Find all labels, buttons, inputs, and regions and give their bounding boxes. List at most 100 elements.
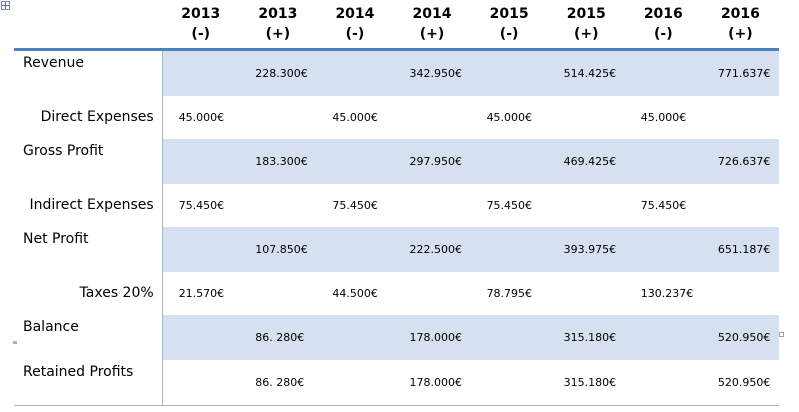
table-cell[interactable]: 107.850€ <box>239 227 317 272</box>
table-row-taxes: Taxes 20% 21.570€ 44.500€ 78.795€ 130.23… <box>14 272 779 315</box>
table-cell[interactable] <box>624 315 702 360</box>
column-header: 2016 (+) <box>701 0 779 51</box>
table-cell[interactable] <box>393 96 470 139</box>
table-cell[interactable] <box>624 360 702 406</box>
row-label[interactable]: Direct Expenses <box>14 96 163 139</box>
row-label[interactable]: Indirect Expenses <box>14 184 163 227</box>
table-cell[interactable]: 45.000€ <box>332 111 378 124</box>
table-row-balance: Balance 86. 280€ 178.000€ 315.180€ 520.9… <box>14 315 779 360</box>
column-year: 2014 <box>412 6 452 22</box>
table-cell[interactable] <box>393 184 470 227</box>
column-header: 2013 (+) <box>239 0 317 51</box>
table-cell[interactable]: 86. 280€ <box>239 360 317 406</box>
row-label[interactable]: Balance <box>14 315 163 360</box>
row-label[interactable]: Taxes 20% <box>14 272 163 315</box>
table-cell[interactable] <box>624 49 702 96</box>
column-sign: (+) <box>419 26 445 42</box>
table-cell[interactable]: 75.450€ <box>640 199 687 212</box>
table-cell[interactable] <box>702 272 779 315</box>
table-cell[interactable] <box>316 139 394 184</box>
table-cell[interactable] <box>548 272 625 315</box>
column-year: 2014 <box>335 6 375 22</box>
table-cell[interactable]: 520.950€ <box>701 315 779 360</box>
table-cell[interactable]: 726.637€ <box>701 139 779 184</box>
table-cell[interactable]: 315.180€ <box>547 360 625 406</box>
column-sign: (-) <box>653 26 673 42</box>
table-cell[interactable] <box>702 96 779 139</box>
table-cell[interactable]: 222.500€ <box>393 227 471 272</box>
table-cell[interactable]: 21.570€ <box>178 287 225 300</box>
table-cell[interactable]: 651.187€ <box>701 227 779 272</box>
row-label[interactable]: Gross Profit <box>14 139 163 184</box>
table-cell[interactable]: 44.500€ <box>332 287 378 300</box>
table-cell[interactable]: 45.000€ <box>486 111 533 124</box>
table-cell[interactable]: 520.950€ <box>701 360 779 406</box>
column-header: 2014 (-) <box>316 0 394 51</box>
table-cell[interactable] <box>162 49 240 96</box>
column-header: 2014 (+) <box>393 0 471 51</box>
table-cell[interactable] <box>393 272 470 315</box>
column-sign: (+) <box>265 26 291 42</box>
table-row-retained-profits: Retained Profits 86. 280€ 178.000€ 315.1… <box>14 360 779 406</box>
table-cell[interactable]: 178.000€ <box>393 315 471 360</box>
financial-projection-table: 2013 (-) 2013 (+) 2014 (-) 2014 (+) 2015 (-) … <box>14 0 779 406</box>
table-cell[interactable] <box>316 360 394 406</box>
table-cell[interactable]: 86. 280€ <box>239 315 317 360</box>
table-cell[interactable]: 45.000€ <box>640 111 687 124</box>
table-cell[interactable] <box>624 227 702 272</box>
table-cell[interactable]: 315.180€ <box>547 315 625 360</box>
table-cell[interactable] <box>702 184 779 227</box>
table-cell[interactable] <box>624 139 702 184</box>
column-header: 2013 (-) <box>162 0 240 51</box>
table-cell[interactable] <box>316 49 394 96</box>
table-cell[interactable]: 342.950€ <box>393 49 471 96</box>
table-cell[interactable] <box>239 184 316 227</box>
table-cell[interactable]: 514.425€ <box>547 49 625 96</box>
table-cell[interactable]: 78.795€ <box>486 287 533 300</box>
row-label[interactable]: Retained Profits <box>14 360 163 406</box>
table-cell[interactable] <box>470 227 548 272</box>
column-year: 2016 <box>643 6 683 22</box>
column-header: 2016 (-) <box>624 0 702 51</box>
column-year: 2015 <box>566 6 606 22</box>
table-resize-handle-right[interactable] <box>779 332 784 337</box>
table-row-gross-profit: Gross Profit 183.300€ 297.950€ 469.425€ … <box>14 139 779 184</box>
table-cell[interactable] <box>239 96 316 139</box>
table-cell[interactable]: 75.450€ <box>486 199 533 212</box>
table-cell[interactable]: 228.300€ <box>239 49 317 96</box>
row-label[interactable]: Net Profit <box>14 227 163 272</box>
table-row-revenue: Revenue 228.300€ 342.950€ 514.425€ 771.6… <box>14 49 779 96</box>
table-resize-handle-left[interactable] <box>13 341 17 344</box>
table-cell[interactable]: 393.975€ <box>547 227 625 272</box>
table-cell[interactable]: 75.450€ <box>332 199 378 212</box>
table-cell[interactable] <box>162 315 240 360</box>
table-cell[interactable] <box>548 96 625 139</box>
table-cell[interactable] <box>162 227 240 272</box>
table-cell[interactable]: 297.950€ <box>393 139 471 184</box>
table-cell[interactable] <box>470 315 548 360</box>
table-cell[interactable] <box>548 184 625 227</box>
table-cell[interactable] <box>470 49 548 96</box>
header-corner-cell <box>14 0 163 51</box>
table-cell[interactable] <box>470 360 548 406</box>
table-cell[interactable]: 130.237€ <box>640 287 694 300</box>
table-cell[interactable] <box>316 227 394 272</box>
column-year: 2015 <box>489 6 529 22</box>
table-cell[interactable]: 771.637€ <box>701 49 779 96</box>
table-cell[interactable] <box>162 360 240 406</box>
column-year: 2013 <box>181 6 221 22</box>
table-cell[interactable]: 178.000€ <box>393 360 471 406</box>
table-cell[interactable] <box>470 139 548 184</box>
row-label[interactable]: Revenue <box>14 49 163 96</box>
table-cell[interactable]: 469.425€ <box>547 139 625 184</box>
column-header: 2015 (+) <box>547 0 625 51</box>
table-cell[interactable] <box>239 272 316 315</box>
table-move-handle-icon[interactable] <box>1 1 10 10</box>
table-cell[interactable] <box>316 315 394 360</box>
column-year: 2016 <box>720 6 760 22</box>
table-cell[interactable] <box>162 139 240 184</box>
column-year: 2013 <box>258 6 298 22</box>
table-cell[interactable]: 183.300€ <box>239 139 317 184</box>
table-cell[interactable]: 75.450€ <box>178 199 225 212</box>
table-cell[interactable]: 45.000€ <box>178 111 225 124</box>
